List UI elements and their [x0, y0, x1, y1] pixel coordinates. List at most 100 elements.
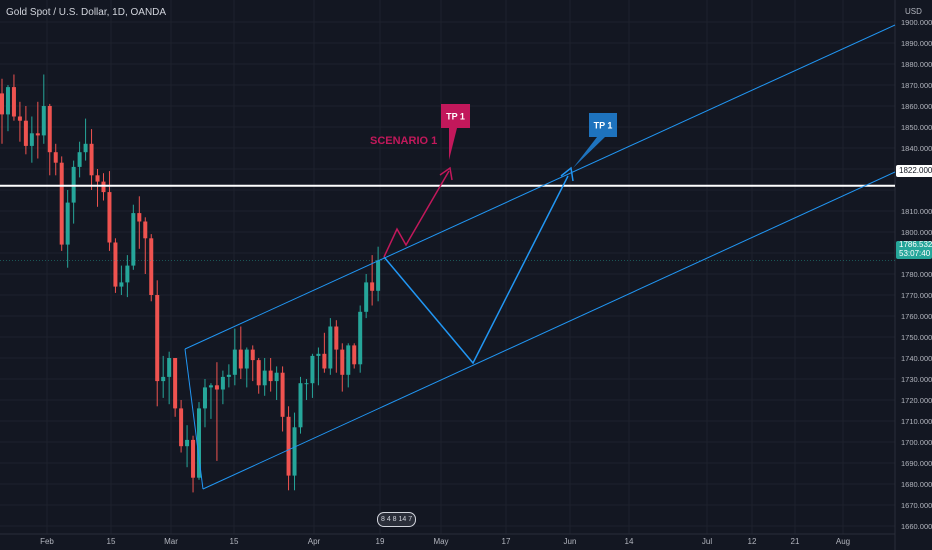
candle-body [286, 416, 291, 476]
candle-body [220, 376, 225, 390]
candle-body [268, 370, 273, 382]
candle-body [131, 213, 136, 266]
candle-body [346, 345, 351, 375]
candle-body [137, 213, 142, 222]
candle-body [244, 349, 249, 369]
candle-body [191, 439, 196, 478]
candle-body [125, 265, 130, 283]
currency-label: USD [905, 7, 922, 16]
horizontal-level-label: 1822.000 [896, 165, 932, 177]
candle-body [149, 238, 154, 295]
price-tick-label: 1770.000 [901, 291, 932, 300]
symbol-title[interactable]: Gold Spot / U.S. Dollar, 1D, OANDA [6, 7, 167, 18]
candle-body [59, 162, 64, 245]
candle-body [197, 408, 202, 478]
scenario-arrowhead-pink [439, 166, 453, 181]
candle-body [29, 133, 34, 146]
price-tick-label: 1730.000 [901, 375, 932, 384]
price-tick-label: 1810.000 [901, 207, 932, 216]
candle-body [262, 370, 267, 386]
candle-body [280, 372, 285, 417]
time-tick-label: Aug [836, 537, 850, 546]
candle-body [256, 360, 261, 386]
candle-body [101, 181, 106, 193]
candle-body [202, 387, 207, 409]
channel-left-edge [184, 348, 204, 490]
countdown-timer: 53:07:40 [899, 248, 931, 258]
candle-body [23, 120, 28, 146]
candle-body [17, 116, 22, 121]
price-tick-label: 1850.000 [901, 123, 932, 132]
candle-body [358, 311, 363, 365]
candle-body [155, 295, 160, 382]
candle-body [304, 383, 309, 385]
candle-body [71, 166, 76, 203]
candle-body [35, 133, 40, 136]
time-tick-label: Apr [308, 537, 321, 546]
candle-body [53, 152, 58, 163]
price-tick-label: 1700.000 [901, 438, 932, 447]
price-tick-label: 1870.000 [901, 81, 932, 90]
candle-body [334, 326, 339, 350]
candle-body [143, 221, 148, 239]
candle-body [226, 374, 231, 377]
candle-body [179, 408, 184, 447]
time-tick-label: 21 [791, 537, 800, 546]
candle-body [173, 358, 178, 409]
price-tick-label: 1710.000 [901, 417, 932, 426]
price-tick-label: 1880.000 [901, 60, 932, 69]
price-tick-label: 1840.000 [901, 144, 932, 153]
time-tick-label: Jul [702, 537, 712, 546]
price-tick-label: 1800.000 [901, 228, 932, 237]
price-tick-label: 1740.000 [901, 354, 932, 363]
candle-body [208, 385, 213, 388]
channel-upper-line [184, 24, 896, 350]
price-tick-label: 1860.000 [901, 102, 932, 111]
projection-arrowhead-blue [560, 166, 574, 182]
candle-body [214, 385, 219, 390]
candle-body [185, 439, 190, 447]
tp-blue-label: TP 1 [594, 121, 613, 131]
candle-body [167, 358, 172, 377]
time-tick-label: Feb [40, 537, 54, 546]
scenario-label: SCENARIO 1 [370, 135, 437, 147]
time-tick-label: 15 [230, 537, 239, 546]
candle-body [11, 87, 16, 117]
candle-body [328, 326, 333, 369]
time-tick-label: 17 [502, 537, 511, 546]
candle-body [274, 372, 279, 382]
price-tick-label: 1900.000 [901, 18, 932, 27]
candle-body [232, 349, 237, 375]
price-tick-label: 1890.000 [901, 39, 932, 48]
tp-pink-label: TP 1 [446, 112, 465, 122]
candle-body [119, 282, 124, 287]
time-tick-label: 14 [625, 537, 634, 546]
candle-body [161, 376, 166, 382]
candle-body [41, 106, 46, 136]
economic-events-badge[interactable]: 8 4 8 14 7 [377, 512, 417, 527]
candle-body [107, 192, 112, 243]
candle-body [250, 349, 255, 361]
time-tick-label: May [433, 537, 448, 546]
time-tick-label: 15 [107, 537, 116, 546]
candle-body [65, 202, 70, 245]
price-tick-label: 1750.000 [901, 333, 932, 342]
candle-body [77, 152, 82, 167]
candle-body [364, 282, 369, 312]
candle-body [95, 175, 100, 182]
candle-body [89, 143, 94, 176]
current-price-value: 1786.532 [899, 240, 932, 249]
candle-body [292, 427, 297, 476]
price-tick-label: 1670.000 [901, 501, 932, 510]
candle-body [298, 383, 303, 428]
price-tick-label: 1720.000 [901, 396, 932, 405]
candle-body [113, 242, 118, 287]
price-tick-label: 1760.000 [901, 312, 932, 321]
channel-lower-line [202, 171, 896, 490]
candle-body [340, 349, 345, 375]
candle-body [0, 93, 4, 115]
time-tick-label: 12 [748, 537, 757, 546]
